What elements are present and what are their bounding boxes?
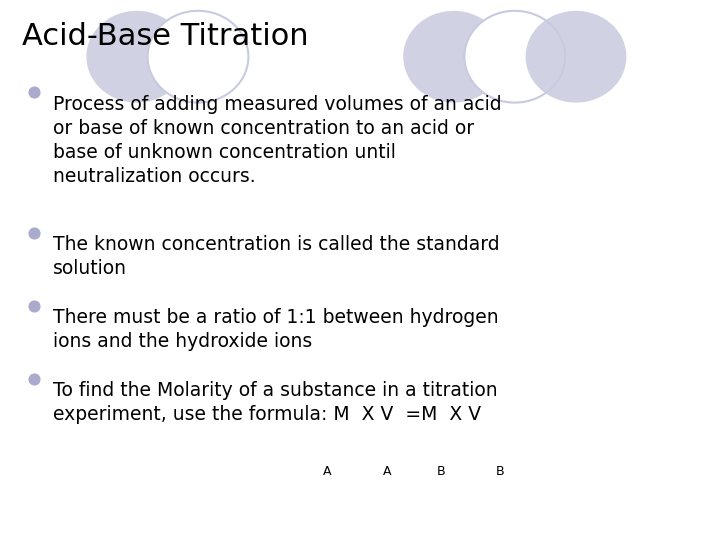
Text: B: B [496, 465, 505, 478]
Text: Acid-Base Titration: Acid-Base Titration [22, 22, 308, 51]
Point [28, 374, 40, 383]
Point [28, 228, 40, 237]
Text: B: B [436, 465, 445, 478]
Ellipse shape [86, 11, 187, 103]
Ellipse shape [464, 11, 565, 103]
Text: A: A [383, 465, 392, 478]
Point [28, 88, 40, 97]
Text: A: A [323, 465, 332, 478]
Ellipse shape [526, 11, 626, 103]
Point [28, 301, 40, 310]
Text: The known concentration is called the standard
solution: The known concentration is called the st… [53, 235, 499, 278]
Text: Process of adding measured volumes of an acid
or base of known concentration to : Process of adding measured volumes of an… [53, 94, 501, 186]
Ellipse shape [148, 11, 248, 103]
Text: There must be a ratio of 1:1 between hydrogen
ions and the hydroxide ions: There must be a ratio of 1:1 between hyd… [53, 308, 498, 351]
Text: To find the Molarity of a substance in a titration
experiment, use the formula: : To find the Molarity of a substance in a… [53, 381, 498, 424]
Ellipse shape [403, 11, 504, 103]
